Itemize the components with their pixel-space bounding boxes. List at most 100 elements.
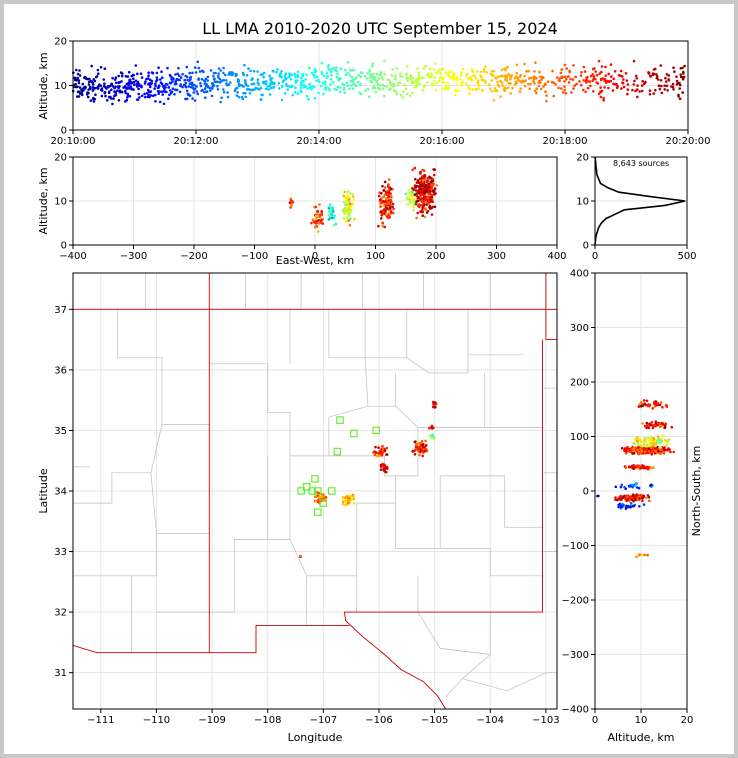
source-dot — [381, 184, 384, 188]
source-dot — [629, 505, 632, 509]
source-dot — [280, 98, 284, 102]
source-dot — [626, 92, 629, 96]
source-dot — [596, 494, 599, 498]
station-marker — [297, 487, 305, 495]
source-dot — [175, 77, 179, 81]
source-dot — [328, 212, 332, 216]
source-dot — [348, 73, 351, 77]
source-dot — [619, 494, 623, 498]
source-dot — [315, 225, 319, 228]
source-dot — [231, 72, 235, 75]
source-dot — [394, 74, 397, 78]
ew-xtick-label: 300 — [487, 251, 506, 262]
source-dot — [352, 195, 355, 198]
source-dot — [678, 97, 682, 101]
source-dot — [264, 82, 268, 86]
source-dot — [474, 77, 478, 80]
source-dot — [602, 96, 605, 100]
source-dot — [379, 198, 382, 202]
source-dot — [194, 71, 198, 74]
source-dot — [241, 71, 245, 75]
source-dot — [348, 202, 352, 205]
source-dot — [461, 67, 465, 71]
source-dot — [80, 93, 84, 97]
source-dot — [527, 77, 531, 80]
source-dot — [635, 555, 638, 559]
source-dot — [509, 82, 512, 85]
source-dot — [252, 82, 256, 85]
source-dot — [483, 79, 487, 82]
source-dot — [164, 86, 167, 89]
source-dot — [166, 66, 169, 70]
county-line — [117, 309, 210, 425]
source-dot — [129, 85, 133, 88]
source-dot — [474, 88, 478, 91]
source-dot — [431, 205, 434, 209]
source-dot — [327, 68, 331, 71]
source-dot — [678, 81, 681, 85]
source-dot — [168, 93, 171, 97]
source-dot — [481, 88, 484, 92]
source-dot — [414, 448, 417, 452]
source-dot — [301, 74, 305, 78]
source-dot — [381, 447, 385, 450]
source-dot — [216, 84, 219, 88]
time-altitude-ylabel: Altitude, km — [37, 52, 50, 119]
source-dot — [433, 168, 437, 172]
source-dot — [497, 85, 501, 88]
source-dot — [557, 78, 561, 82]
source-dot — [668, 448, 671, 451]
lon-xtick-label: −107 — [310, 715, 337, 726]
source-dot — [435, 81, 439, 85]
time-xtick-label: 20:18:00 — [543, 136, 588, 147]
source-dot — [323, 82, 327, 86]
source-dot — [411, 168, 414, 172]
source-dot — [268, 93, 272, 96]
source-dot — [146, 88, 150, 92]
source-dot — [118, 90, 122, 94]
source-dot — [476, 81, 480, 84]
source-dot — [575, 82, 578, 86]
source-dot — [341, 502, 345, 506]
source-dot — [114, 81, 118, 85]
source-dot — [391, 211, 395, 215]
source-dot — [425, 444, 428, 447]
source-dot — [527, 69, 530, 73]
source-dot — [503, 89, 507, 93]
source-dot — [636, 495, 640, 499]
source-dot — [425, 73, 429, 77]
source-dot — [667, 78, 671, 82]
source-dot — [116, 89, 119, 92]
source-dot — [439, 71, 442, 75]
source-dot — [161, 85, 165, 88]
source-dot — [591, 73, 594, 76]
source-dot — [501, 84, 504, 87]
source-dot — [650, 443, 653, 447]
source-dot — [420, 208, 424, 212]
source-dot — [409, 77, 412, 81]
source-dot — [644, 80, 647, 84]
source-dot — [276, 68, 279, 71]
source-dot — [419, 196, 423, 199]
source-dot — [198, 70, 202, 73]
county-line — [289, 503, 358, 577]
source-dot — [666, 89, 669, 92]
source-dot — [171, 87, 175, 90]
source-dot — [422, 169, 426, 172]
source-dot — [225, 79, 228, 82]
source-dot — [514, 80, 518, 83]
source-dot — [349, 217, 352, 221]
source-dot — [222, 71, 225, 75]
source-dot — [677, 93, 680, 97]
source-dot — [209, 89, 212, 92]
county-line — [150, 472, 210, 534]
source-dot — [649, 75, 652, 78]
source-dot — [412, 201, 416, 204]
source-dot — [671, 85, 675, 89]
source-dot — [314, 220, 317, 223]
source-dot — [422, 195, 426, 198]
source-dot — [135, 85, 139, 88]
source-dot — [235, 94, 239, 97]
lat-ytick-label: 37 — [54, 305, 67, 316]
source-dot — [664, 424, 667, 428]
